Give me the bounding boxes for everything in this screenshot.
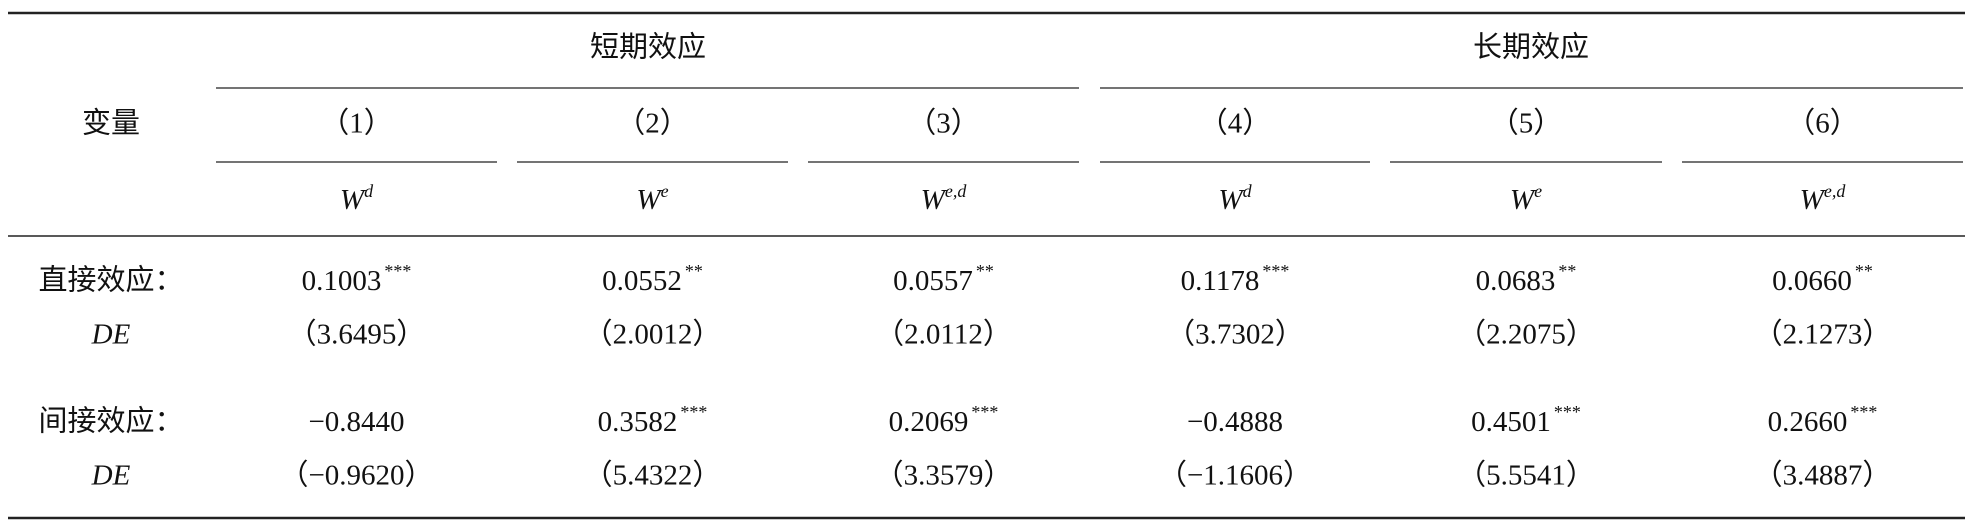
weight-sup: d — [364, 181, 374, 201]
significance-stars: *** — [1262, 261, 1289, 281]
t-statistic: （−0.9620） — [279, 460, 433, 492]
t-statistic: （2.1273） — [1754, 319, 1892, 351]
significance-stars: ** — [1855, 261, 1873, 281]
coefficient-value: 0.0552 — [602, 265, 682, 297]
coefficient-value: 0.0660 — [1772, 265, 1852, 297]
coefficient: 0.4501 *** — [1471, 402, 1581, 438]
t-statistic: （3.7302） — [1166, 319, 1304, 351]
significance-stars: *** — [1850, 402, 1877, 422]
coefficient-value: 0.0557 — [893, 265, 973, 297]
significance-stars: *** — [384, 261, 411, 281]
weight-base: W — [1800, 184, 1827, 216]
column-number: （2） — [616, 108, 689, 140]
significance-stars: *** — [1554, 402, 1581, 422]
weight-label: Wd — [340, 181, 374, 216]
group-header: 短期效应 — [590, 31, 706, 64]
row-label: 间接效应： — [38, 405, 183, 438]
t-statistic: （3.3579） — [875, 460, 1013, 492]
weight-label: We,d — [1800, 181, 1847, 216]
coefficient-value: −0.8440 — [308, 406, 404, 438]
coefficient: 0.2660 *** — [1768, 402, 1878, 438]
coefficient-value: 0.3582 — [598, 406, 678, 438]
coefficient: 0.2069 *** — [889, 402, 999, 438]
row-label: 直接效应： — [38, 264, 183, 297]
coefficient: −0.8440 — [308, 406, 404, 438]
weight-base: W — [340, 184, 367, 216]
coefficient-value: −0.4888 — [1187, 406, 1283, 438]
coefficient: 0.0557 ** — [893, 261, 994, 297]
t-statistic: （−1.1606） — [1158, 460, 1312, 492]
coefficient-value: 0.4501 — [1471, 406, 1551, 438]
weight-base: W — [636, 184, 663, 216]
t-statistic: （2.0112） — [875, 319, 1012, 351]
variable-header: 变量 — [82, 107, 140, 140]
weight-label: We — [1510, 181, 1542, 216]
weight-label: We — [636, 181, 668, 216]
weight-sup: e,d — [945, 181, 967, 201]
column-number: （1） — [320, 108, 393, 140]
row-sublabel: DE — [91, 319, 131, 351]
coefficient: 0.1178 *** — [1181, 261, 1290, 297]
column-number: （5） — [1490, 108, 1563, 140]
column-number: （4） — [1199, 108, 1272, 140]
coefficient: 0.1003 *** — [302, 261, 412, 297]
coefficient-value: 0.2660 — [1768, 406, 1848, 438]
significance-stars: *** — [680, 402, 707, 422]
weight-sup: d — [1243, 181, 1253, 201]
coefficient-value: 0.2069 — [889, 406, 969, 438]
coefficient-value: 0.0683 — [1476, 265, 1556, 297]
coefficient: 0.0683 ** — [1476, 261, 1577, 297]
weight-sup: e — [1534, 181, 1542, 201]
significance-stars: ** — [685, 261, 703, 281]
significance-stars: ** — [1558, 261, 1576, 281]
weight-label: We,d — [921, 181, 968, 216]
weight-label: Wd — [1218, 181, 1252, 216]
t-statistic: （2.0012） — [584, 319, 722, 351]
weight-base: W — [921, 184, 948, 216]
coefficient: 0.0552 ** — [602, 261, 703, 297]
coefficient-value: 0.1003 — [302, 265, 382, 297]
row-sublabel: DE — [91, 460, 131, 492]
weight-sup: e,d — [1824, 181, 1846, 201]
t-statistic: （3.4887） — [1754, 460, 1892, 492]
column-number: （6） — [1786, 108, 1859, 140]
weight-sup: e — [661, 181, 669, 201]
significance-stars: ** — [976, 261, 994, 281]
column-number: （3） — [907, 108, 980, 140]
t-statistic: （3.6495） — [288, 319, 426, 351]
coefficient: −0.4888 — [1187, 406, 1283, 438]
t-statistic: （5.4322） — [584, 460, 722, 492]
significance-stars: *** — [971, 402, 998, 422]
coefficient-value: 0.1178 — [1181, 265, 1260, 297]
coefficient: 0.0660 ** — [1772, 261, 1873, 297]
t-statistic: （5.5541） — [1457, 460, 1595, 492]
weight-base: W — [1510, 184, 1537, 216]
t-statistic: （2.2075） — [1457, 319, 1595, 351]
coefficient: 0.3582 *** — [598, 402, 708, 438]
weight-base: W — [1218, 184, 1245, 216]
group-header: 长期效应 — [1473, 31, 1589, 64]
